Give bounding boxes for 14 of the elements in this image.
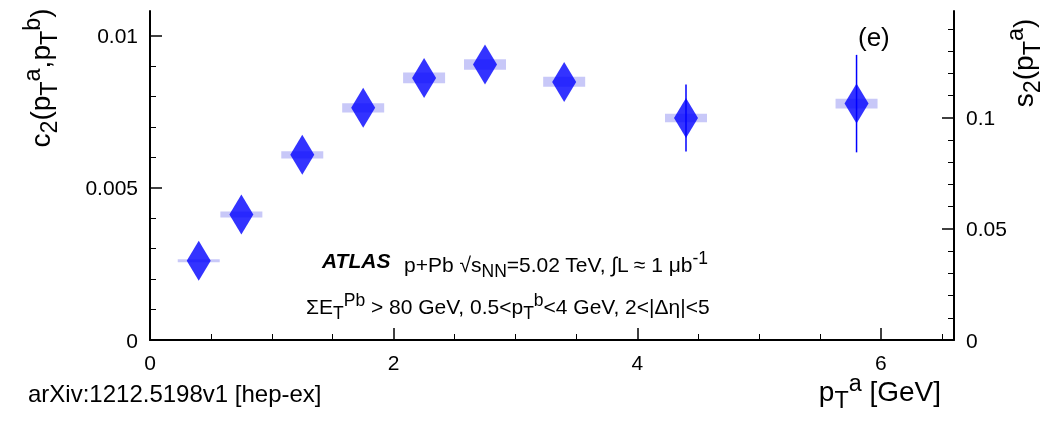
x-tick-label: 0: [144, 351, 156, 374]
text: arXiv:1212.5198v1 [hep-ex]: [28, 380, 322, 409]
y-tick-label: 0: [126, 328, 138, 352]
x-tick-label: 4: [631, 351, 644, 374]
x-tick-label: 2: [387, 351, 400, 374]
annotation: (e): [858, 22, 890, 54]
annotation: ATLAS: [322, 248, 391, 274]
y-tick-label: 0.01: [97, 23, 138, 47]
y2-tick-label: 0.1: [966, 106, 996, 130]
annotation: p+Pb √s$_{NN}$=5.02 TeV, ∫L ≈ 1 μb$^{-1}$: [404, 248, 709, 283]
annotation: ΣE$_{T}$$^{Pb}$ > 80 GeV, 0.5<p$_{T}$$^{b}$<4 GeV, 2<|Δη|<5: [306, 290, 710, 325]
y2-tick-label: 0: [966, 328, 978, 352]
y-tick-label: 0.005: [85, 176, 138, 200]
y2-tick-label: 0.05: [966, 217, 1007, 241]
